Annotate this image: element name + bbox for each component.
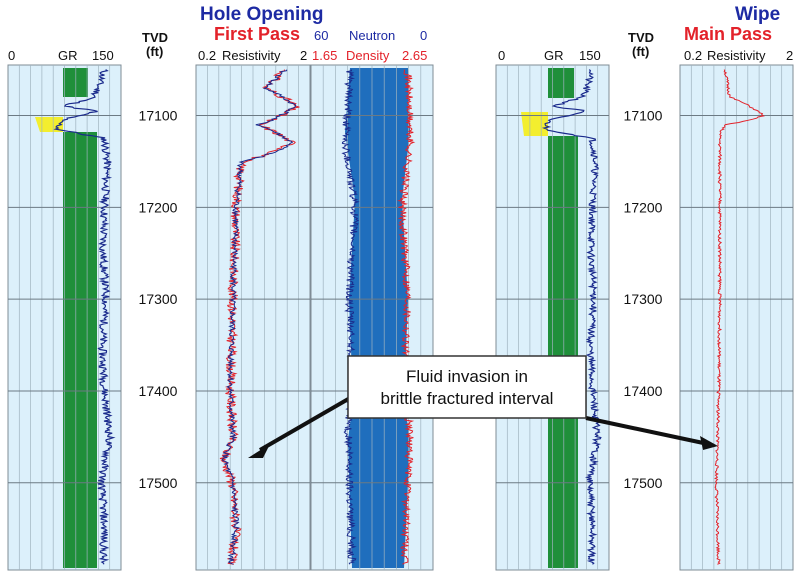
annotation: Fluid invasion in brittle fractured inte… xyxy=(248,355,718,458)
annotation-arrow-left xyxy=(258,396,352,452)
neutron-curve xyxy=(341,69,360,565)
annotation-line1: Fluid invasion in xyxy=(406,367,528,386)
resistivity-main-pass-curve xyxy=(714,69,766,565)
gr-right-max-label: 150 xyxy=(579,48,601,63)
depth-tick-label: 17100 xyxy=(139,108,178,124)
density-curve xyxy=(397,69,416,565)
resistivity-right-label: Resistivity xyxy=(707,48,766,63)
title-right-line1: Wipe xyxy=(735,4,780,25)
depth-tick-label: 17300 xyxy=(139,291,178,307)
depth-axis-label-right-line2: (ft) xyxy=(632,44,649,59)
density-min-label: 1.65 xyxy=(312,48,337,63)
gr-right-label: GR xyxy=(544,48,564,63)
title-left-line2: First Pass xyxy=(214,24,300,44)
annotation-arrowhead-right xyxy=(700,436,718,450)
annotation-box xyxy=(347,355,587,419)
gr-left-curve xyxy=(53,69,116,565)
neutron-min-label: 60 xyxy=(314,28,328,43)
depth-tick-label: 17400 xyxy=(139,383,178,399)
density-label: Density xyxy=(346,48,390,63)
neutron-density-fill xyxy=(345,68,410,568)
resistivity-left-min-label: 0.2 xyxy=(198,48,216,63)
title-right-line2: Main Pass xyxy=(684,24,772,44)
gr-left-min-label: 0 xyxy=(8,48,15,63)
header-labels: 0 GR 150 TVD (ft) Hole Opening First Pas… xyxy=(8,4,793,63)
gr-left-label: GR xyxy=(58,48,78,63)
gr-fills xyxy=(35,68,578,568)
gr-right-upper-fill xyxy=(548,68,574,98)
gr-left-fill xyxy=(63,132,97,568)
depth-tick-labels: 17100 17200 17300 17400 17500 17100 17200 17300… xyxy=(139,108,663,491)
gr-right-fill xyxy=(548,136,578,568)
density-max-label: 2.65 xyxy=(402,48,427,63)
annotation-arrow-right xyxy=(585,416,709,446)
resistivity-right-max-label: 2 xyxy=(786,48,793,63)
depth-tick-label: 17200 xyxy=(139,199,178,215)
neutron-label: Neutron xyxy=(349,28,395,43)
grid-lines xyxy=(8,65,793,570)
depth-tick-label: 17400 xyxy=(624,383,663,399)
depth-tick-label: 17200 xyxy=(624,199,663,215)
depth-tick-label: 17500 xyxy=(139,475,178,491)
depth-axis-label-line2: (ft) xyxy=(146,44,163,59)
gr-left-max-label: 150 xyxy=(92,48,114,63)
gr-right-min-label: 0 xyxy=(498,48,505,63)
resistivity-left-label: Resistivity xyxy=(222,48,281,63)
annotation-line2: brittle fractured interval xyxy=(381,389,554,408)
annotation-arrowhead-left xyxy=(248,444,270,458)
gr-right-curve xyxy=(541,69,602,565)
resistivity-left-max-label: 2 xyxy=(300,48,307,63)
depth-axis-label-line1: TVD xyxy=(142,30,168,45)
log-curves xyxy=(53,69,766,565)
title-left-line1: Hole Opening xyxy=(200,4,324,25)
depth-tick-label: 17500 xyxy=(624,475,663,491)
depth-tick-label: 17100 xyxy=(624,108,663,124)
depth-axis-label-right-line1: TVD xyxy=(628,30,654,45)
neutron-max-label: 0 xyxy=(420,28,427,43)
resistivity-right-min-label: 0.2 xyxy=(684,48,702,63)
depth-tick-label: 17300 xyxy=(624,291,663,307)
resistivity-first-pass-blue-curve xyxy=(221,69,297,565)
